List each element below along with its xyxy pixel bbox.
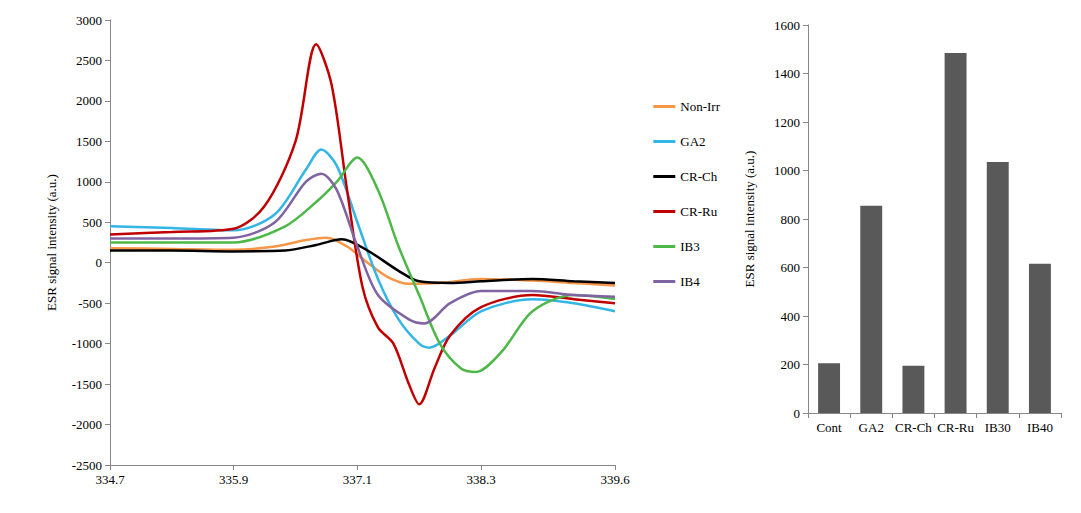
svg-text:CR-Ch: CR-Ch: [895, 420, 932, 435]
svg-text:800: 800: [781, 212, 801, 227]
svg-text:Cont: Cont: [816, 420, 842, 435]
svg-text:-2500: -2500: [72, 458, 102, 473]
svg-text:CR-Ru: CR-Ru: [937, 420, 974, 435]
svg-text:1200: 1200: [774, 115, 800, 130]
svg-text:1600: 1600: [774, 18, 800, 33]
svg-text:IB4: IB4: [680, 274, 700, 289]
svg-text:-1500: -1500: [72, 377, 102, 392]
svg-text:3000: 3000: [76, 13, 102, 28]
svg-text:400: 400: [781, 309, 801, 324]
svg-text:338.3: 338.3: [466, 472, 495, 487]
svg-text:IB3: IB3: [680, 239, 700, 254]
svg-text:CR-Ru: CR-Ru: [680, 204, 717, 219]
svg-text:500: 500: [83, 215, 103, 230]
svg-text:200: 200: [781, 357, 801, 372]
svg-text:-2000: -2000: [72, 417, 102, 432]
svg-text:CR-Ch: CR-Ch: [680, 169, 717, 184]
svg-text:-500: -500: [78, 296, 102, 311]
svg-text:ESR signal intensity (a.u.): ESR signal intensity (a.u.): [742, 151, 757, 288]
svg-text:IB30: IB30: [985, 420, 1011, 435]
svg-text:2000: 2000: [76, 93, 102, 108]
svg-text:335.9: 335.9: [219, 472, 248, 487]
svg-text:339.6: 339.6: [600, 472, 630, 487]
svg-text:0: 0: [96, 255, 103, 270]
svg-text:1500: 1500: [76, 134, 102, 149]
svg-text:0: 0: [794, 406, 801, 421]
svg-text:2500: 2500: [76, 53, 102, 68]
svg-text:ESR signal intensity (a.u.): ESR signal intensity (a.u.): [44, 174, 59, 311]
svg-text:1000: 1000: [76, 174, 102, 189]
svg-text:334.7: 334.7: [95, 472, 125, 487]
svg-text:GA2: GA2: [859, 420, 884, 435]
svg-text:1400: 1400: [774, 66, 800, 81]
svg-text:337.1: 337.1: [343, 472, 372, 487]
svg-text:1000: 1000: [774, 163, 800, 178]
svg-text:Non-Irr: Non-Irr: [680, 99, 720, 114]
svg-text:-1000: -1000: [72, 336, 102, 351]
svg-text:IB40: IB40: [1027, 420, 1053, 435]
svg-text:600: 600: [781, 260, 801, 275]
svg-text:GA2: GA2: [680, 134, 705, 149]
